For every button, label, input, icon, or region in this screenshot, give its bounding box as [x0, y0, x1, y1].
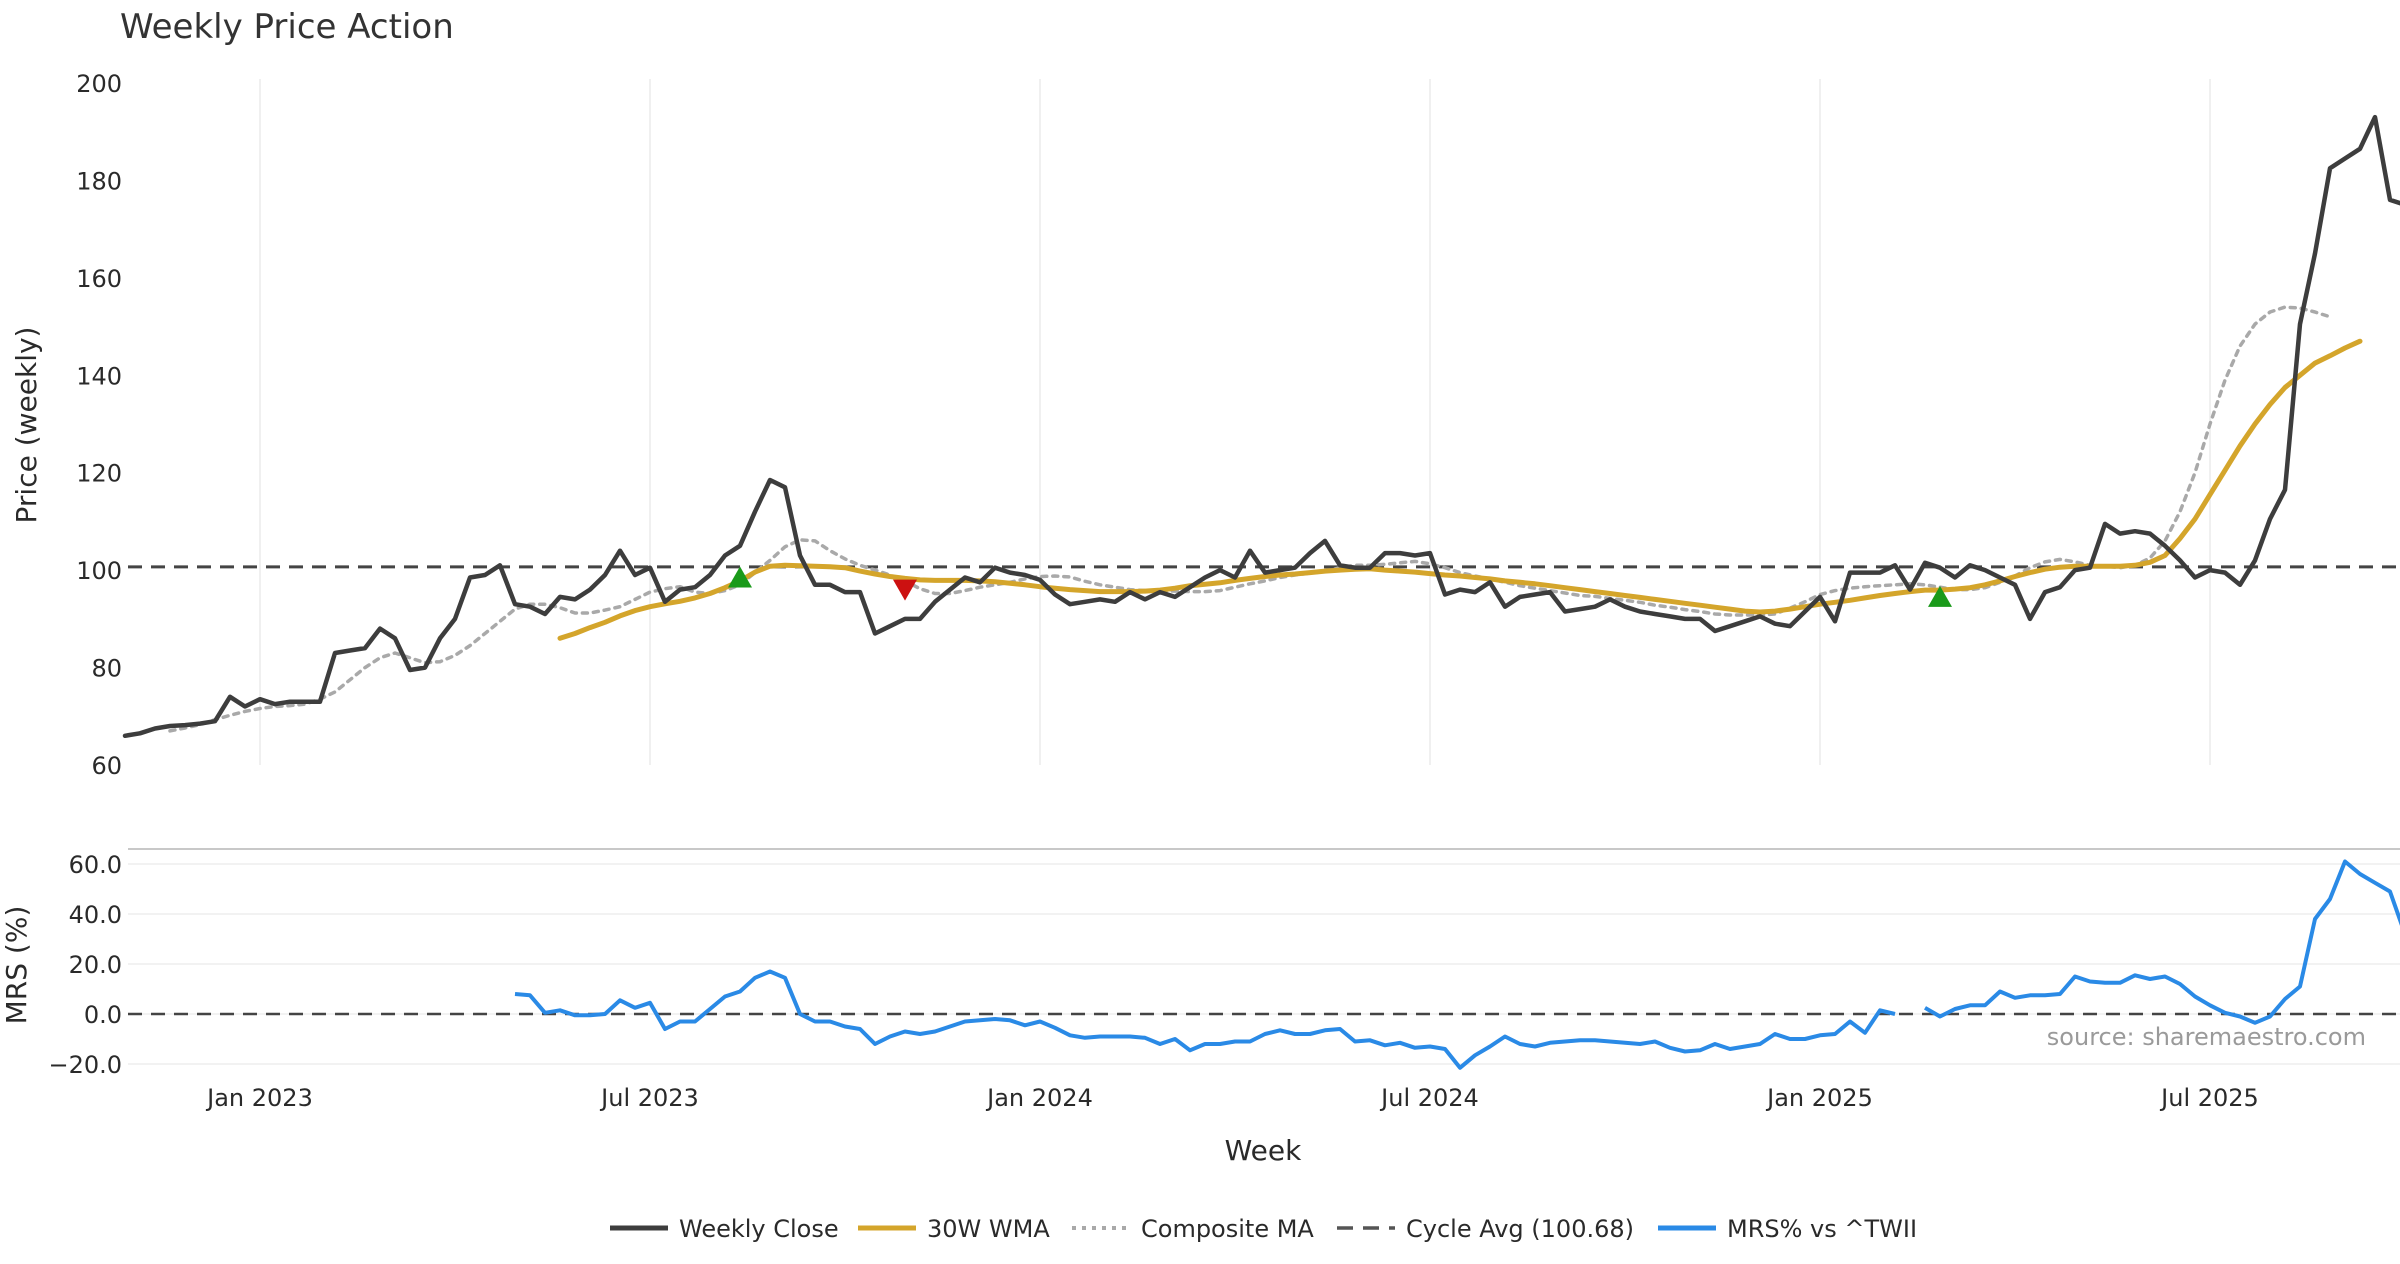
mrs-y-axis-title: MRS (%): [0, 906, 33, 1025]
x-tick-label: Jul 2024: [1379, 1084, 1479, 1112]
price-series: [122, 114, 2400, 739]
wma-30w-line: [557, 338, 2363, 641]
x-tick-label: Jul 2025: [2159, 1084, 2259, 1112]
price-y-tick-label: 80: [91, 655, 122, 683]
price-y-tick-label: 200: [76, 70, 122, 98]
weekly-close-line: [122, 114, 2400, 739]
mrs-y-tick-label: 20.0: [69, 951, 122, 979]
price-y-tick-label: 180: [76, 167, 122, 195]
trade-signals: [728, 566, 1952, 607]
mrs-y-tick-label: −20.0: [48, 1051, 122, 1079]
price-y-tick-label: 140: [76, 362, 122, 390]
x-ticks: Jan 2023 Jul 2023 Jan 2024 Jul 2024 Jan 2025…: [205, 1084, 2259, 1112]
x-tick-label: Jul 2023: [599, 1084, 699, 1112]
legend: Weekly Close 30W WMA Composite MA Cycle Avg…: [610, 1215, 1917, 1243]
buy-signal-marker: [1928, 585, 1952, 607]
sell-signal-marker: [893, 579, 917, 601]
price-y-ticks: 60 80 100 120 140 160 180 200: [76, 70, 122, 780]
mrs-series: [514, 859, 2400, 1070]
x-tick-label: Jan 2023: [205, 1084, 313, 1112]
price-y-tick-label: 120: [76, 460, 122, 488]
x-axis-title: Week: [1225, 1134, 1302, 1167]
price-y-tick-label: 100: [76, 557, 122, 585]
legend-label: Weekly Close: [679, 1215, 839, 1243]
composite-ma-line: [168, 305, 2332, 733]
x-tick-label: Jan 2025: [1765, 1084, 1873, 1112]
price-grid: [259, 79, 2211, 765]
mrs-y-tick-label: 40.0: [69, 901, 122, 929]
mrs-y-ticks: −20.0 0.0 20.0 40.0 60.0: [48, 851, 122, 1079]
price-y-tick-label: 60: [91, 752, 122, 780]
mrs-y-tick-label: 0.0: [84, 1001, 122, 1029]
legend-label: Cycle Avg (100.68): [1406, 1215, 1634, 1243]
chart-title: Weekly Price Action: [120, 7, 454, 47]
x-tick-label: Jan 2024: [985, 1084, 1093, 1112]
mrs-line: [514, 859, 2400, 1070]
legend-label: 30W WMA: [927, 1215, 1050, 1243]
legend-label: Composite MA: [1141, 1215, 1314, 1243]
source-note: source: sharemaestro.com: [2047, 1023, 2366, 1051]
price-y-axis-title: Price (weekly): [10, 327, 43, 524]
legend-label: MRS% vs ^TWII: [1727, 1215, 1917, 1243]
buy-signal-marker: [728, 566, 752, 588]
price-y-tick-label: 160: [76, 265, 122, 293]
mrs-y-tick-label: 60.0: [69, 851, 122, 879]
